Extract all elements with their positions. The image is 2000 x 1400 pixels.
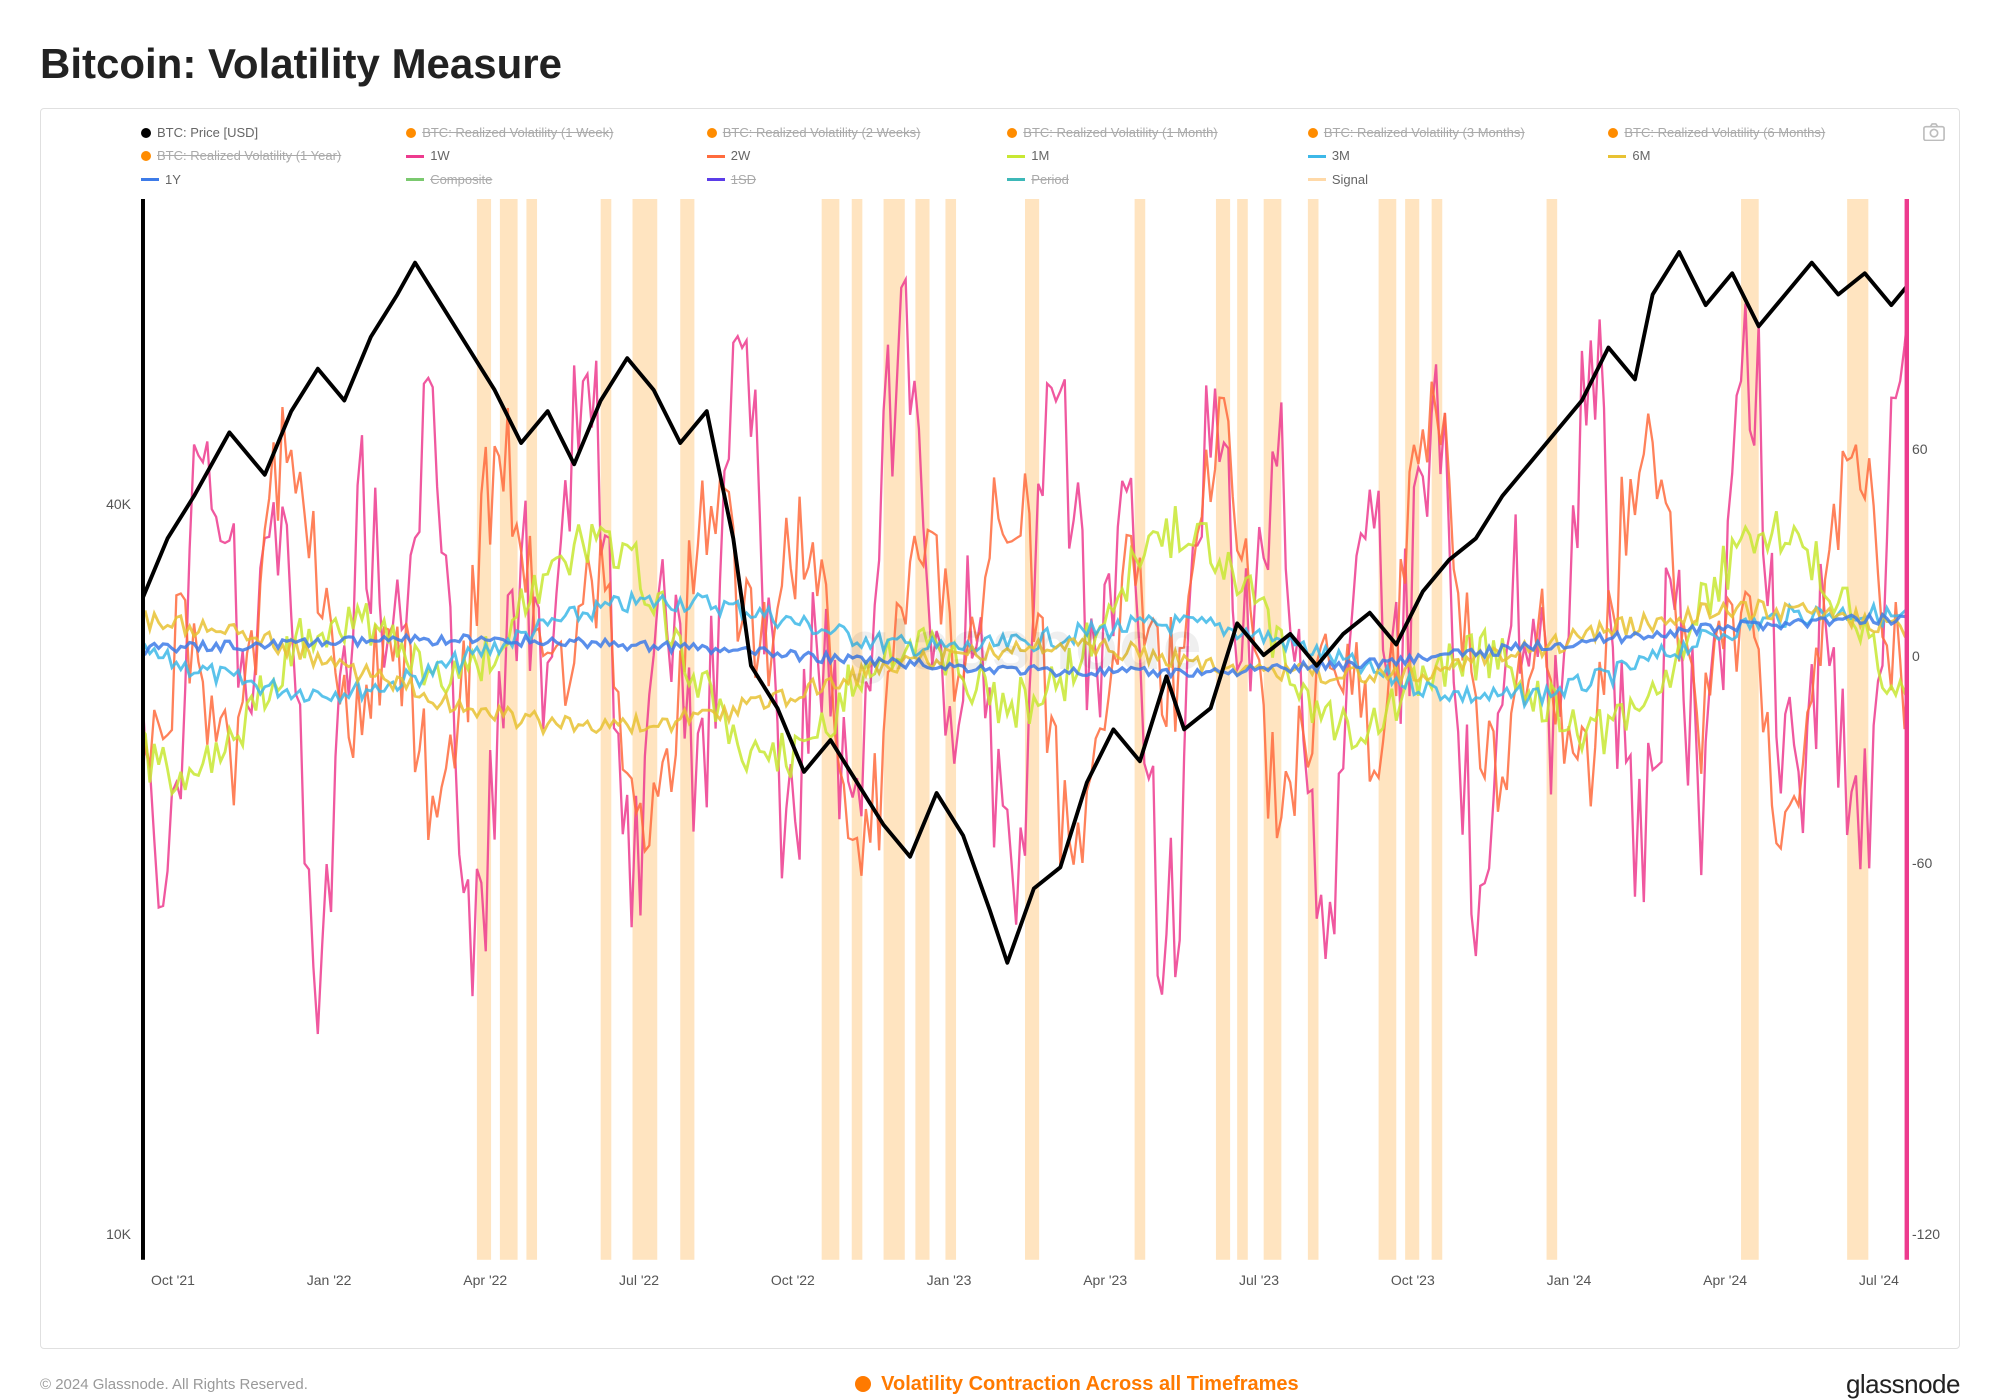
legend-label: BTC: Realized Volatility (1 Year) (157, 144, 341, 167)
legend-label: 2W (731, 144, 751, 167)
legend-swatch (1007, 178, 1025, 181)
x-tick: Jan '22 (307, 1272, 352, 1288)
legend-label: BTC: Realized Volatility (6 Months) (1624, 121, 1825, 144)
legend-swatch (141, 178, 159, 181)
annotation-dot-icon (855, 1376, 871, 1392)
legend-label: BTC: Price [USD] (157, 121, 258, 144)
legend-item[interactable]: Composite (406, 168, 707, 191)
legend-swatch (1308, 155, 1326, 158)
legend-label: 6M (1632, 144, 1650, 167)
legend-label: Signal (1332, 168, 1368, 191)
footer-annotation: Volatility Contraction Across all Timefr… (855, 1373, 1299, 1396)
legend-item[interactable]: 1M (1007, 144, 1308, 167)
chart-box: BTC: Price [USD]BTC: Realized Volatility… (40, 108, 1960, 1349)
chart-title: Bitcoin: Volatility Measure (40, 40, 1960, 88)
camera-icon[interactable] (1923, 123, 1945, 141)
legend-label: BTC: Realized Volatility (1 Month) (1023, 121, 1217, 144)
y-right-tick: -60 (1912, 855, 1932, 871)
y-right-tick: -120 (1912, 1226, 1940, 1242)
legend-item[interactable]: 1SD (707, 168, 1008, 191)
plot-svg (141, 199, 1909, 1260)
legend-swatch (707, 178, 725, 181)
legend-item[interactable]: BTC: Realized Volatility (3 Months) (1308, 121, 1609, 144)
legend-swatch (406, 155, 424, 158)
legend-item[interactable]: 1Y (141, 168, 406, 191)
legend-item[interactable]: 1W (406, 144, 707, 167)
legend-label: 1Y (165, 168, 181, 191)
legend-label: BTC: Realized Volatility (3 Months) (1324, 121, 1525, 144)
legend-label: 3M (1332, 144, 1350, 167)
y-axis-right: 60 0 -60 -120 (1912, 199, 1947, 1288)
legend-label: 1SD (731, 168, 756, 191)
legend-swatch (406, 128, 416, 138)
legend-swatch (707, 155, 725, 158)
chart-container: Bitcoin: Volatility Measure BTC: Price [… (0, 0, 2000, 1152)
plot-area: glassnode (141, 199, 1909, 1260)
legend-swatch (707, 128, 717, 138)
x-tick: Jul '23 (1239, 1272, 1279, 1288)
legend-label: 1M (1031, 144, 1049, 167)
legend-item[interactable]: Signal (1308, 168, 1609, 191)
x-tick: Oct '23 (1391, 1272, 1435, 1288)
y-left-tick: 40K (106, 496, 131, 512)
legend-swatch (1007, 155, 1025, 158)
x-tick: Jan '23 (927, 1272, 972, 1288)
y-left-tick: 10K (106, 1226, 131, 1242)
legend-item[interactable] (1608, 168, 1909, 191)
legend-label: 1W (430, 144, 450, 167)
legend-item[interactable]: 6M (1608, 144, 1909, 167)
legend-item[interactable]: 3M (1308, 144, 1609, 167)
legend-item[interactable]: BTC: Realized Volatility (1 Week) (406, 121, 707, 144)
x-tick: Jan '24 (1547, 1272, 1592, 1288)
x-tick: Jul '24 (1859, 1272, 1899, 1288)
legend-swatch (1608, 128, 1618, 138)
legend-item[interactable]: BTC: Realized Volatility (1 Month) (1007, 121, 1308, 144)
legend-item[interactable]: BTC: Realized Volatility (6 Months) (1608, 121, 1909, 144)
legend-swatch (406, 178, 424, 181)
legend-swatch (141, 151, 151, 161)
annotation-text: Volatility Contraction Across all Timefr… (881, 1373, 1299, 1396)
legend-item[interactable]: Period (1007, 168, 1308, 191)
legend-item[interactable]: BTC: Realized Volatility (2 Weeks) (707, 121, 1008, 144)
legend-swatch (1608, 155, 1626, 158)
y-right-tick: 60 (1912, 441, 1928, 457)
legend-label: Composite (430, 168, 492, 191)
x-tick: Apr '22 (463, 1272, 507, 1288)
legend-swatch (1308, 178, 1326, 181)
legend-label: BTC: Realized Volatility (1 Week) (422, 121, 613, 144)
x-tick: Apr '24 (1703, 1272, 1747, 1288)
x-tick: Oct '21 (151, 1272, 195, 1288)
x-axis: Oct '21 Jan '22 Apr '22 Jul '22 Oct '22 Jan '… (141, 1272, 1909, 1288)
legend-item[interactable]: 2W (707, 144, 1008, 167)
legend-label: BTC: Realized Volatility (2 Weeks) (723, 121, 921, 144)
legend-swatch (1308, 128, 1318, 138)
x-tick: Jul '22 (619, 1272, 659, 1288)
legend: BTC: Price [USD]BTC: Realized Volatility… (141, 121, 1909, 191)
x-tick: Apr '23 (1083, 1272, 1127, 1288)
legend-swatch (141, 128, 151, 138)
brand-logo: glassnode (1846, 1369, 1960, 1400)
legend-item[interactable]: BTC: Price [USD] (141, 121, 406, 144)
y-right-tick: 0 (1912, 648, 1920, 664)
x-tick: Oct '22 (771, 1272, 815, 1288)
legend-swatch (1007, 128, 1017, 138)
legend-item[interactable]: BTC: Realized Volatility (1 Year) (141, 144, 406, 167)
legend-label: Period (1031, 168, 1069, 191)
footer: © 2024 Glassnode. All Rights Reserved. V… (40, 1369, 1960, 1400)
copyright-text: © 2024 Glassnode. All Rights Reserved. (40, 1376, 308, 1393)
y-axis-left: 40K 10K (91, 199, 131, 1288)
